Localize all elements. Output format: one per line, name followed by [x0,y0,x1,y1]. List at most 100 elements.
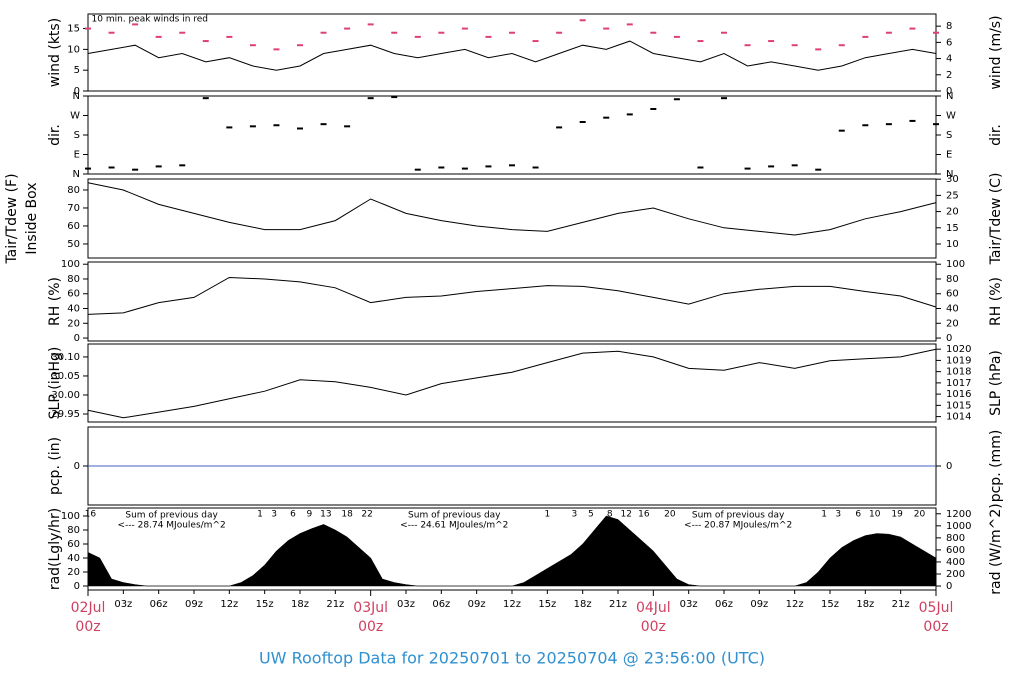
annotation: Sum of previous day [408,511,501,521]
y-tick-label: 0 [74,333,80,344]
y-axis-label: rad(Lgly/hr) [47,508,63,590]
annotation: Sum of previous day [692,511,785,521]
hour-label: 20 [914,510,926,520]
y-tick-label: 100 [61,259,80,270]
data-point [933,123,939,126]
data-point [603,27,610,30]
x-tick-label: 12z [786,599,804,610]
y2-tick-label: N [946,91,953,102]
hour-label: 8 [607,510,613,520]
data-point [344,27,351,30]
data-point [650,108,657,110]
data-point [721,31,727,34]
y-tick-label: 70 [67,203,80,214]
data-point [273,48,280,51]
y-tick-label: 60 [67,221,80,232]
y2-tick-label: 20 [946,207,959,218]
data-point [344,125,351,128]
x-tick-label: 18z [574,599,592,610]
y2-tick-label: 600 [946,545,965,556]
y2-tick-label: 100 [946,259,965,270]
y-tick-label: S [74,130,80,141]
x-tick-label: 03z [114,599,132,610]
hour-label: 9 [307,510,313,520]
y-tick-label: 80 [67,525,80,536]
data-point [933,31,939,34]
y2-tick-label: N [946,169,953,180]
y-tick-label: 100 [61,511,80,522]
data-point [367,23,374,26]
y-axis-label: Tair/Tdew (F) [4,173,20,264]
x-tick-label: 15z [821,599,839,610]
y2-tick-label: S [946,130,952,141]
y2-tick-label: 1000 [946,521,971,532]
data-point [132,23,139,26]
data-point [697,40,704,43]
y2-tick-label: 1200 [946,509,971,520]
data-point [532,166,539,169]
y2-tick-label: 400 [946,557,965,568]
data-point [85,27,91,30]
x-tick-label: 03z [397,599,415,610]
hour-label: 3 [835,510,841,520]
y2-tick-label: 20 [946,318,959,329]
annotation: <--- 24.61 MJoules/m^2 [400,521,508,531]
panel-frame [87,13,937,92]
data-point [509,31,515,34]
x-major-label: 05Jul [919,600,954,616]
data-point [320,123,327,126]
data-point [273,124,280,127]
hour-label: 19 [891,510,903,520]
y-tick-label: W [70,111,80,122]
data-point [673,35,680,38]
data-point [509,164,515,167]
page-title: UW Rooftop Data for 20250701 to 20250704… [259,649,765,668]
data-point [155,165,162,168]
x-tick-label: 09z [750,599,768,610]
panel-frame [87,343,937,423]
y2-tick-label: 1014 [946,412,971,423]
y-tick-label: 0 [74,86,80,97]
x-major-sublabel: 00z [641,619,666,635]
y2-tick-label: 1018 [946,367,971,378]
data-point [909,119,916,122]
hour-label: 6 [290,510,296,520]
hour-label: 6 [855,510,861,520]
hour-label: 22 [361,510,372,520]
x-tick-label: 09z [468,599,486,610]
y-tick-label: N [73,91,80,102]
x-tick-label: 06z [715,599,733,610]
x-major-label: 04Jul [636,600,671,616]
data-point [721,97,727,100]
y-tick-label: 40 [67,553,80,564]
hour-label: 5 [588,510,594,520]
data-point [391,31,398,34]
y-tick-label: N [73,169,80,180]
data-line [87,348,937,419]
panel-frame [87,95,937,175]
x-tick-label: 21z [609,599,627,610]
x-major-label: 03Jul [353,600,388,616]
panel-frame [87,178,937,259]
hour-label: 1 [257,510,263,520]
y-tick-label: 15 [67,24,80,35]
data-line [87,40,937,71]
data-point [744,44,751,47]
data-point [838,129,845,132]
y2-tick-label: 1015 [946,400,971,411]
y2-tick-label: 2 [946,70,952,81]
data-point [438,31,445,34]
y2-tick-label: 1019 [946,355,971,366]
y2-axis-label: SLP (hPa) [988,350,1004,416]
y2-tick-label: 800 [946,533,965,544]
data-point [791,44,798,47]
data-point [297,127,303,130]
hour-label: 12 [621,510,632,520]
y-tick-label: 5 [74,65,80,76]
y2-tick-label: 25 [946,190,959,201]
x-tick-label: 18z [856,599,874,610]
data-point [461,27,468,30]
data-point [202,97,209,100]
x-major-sublabel: 00z [923,619,948,635]
y-tick-label: 30.05 [51,371,80,382]
